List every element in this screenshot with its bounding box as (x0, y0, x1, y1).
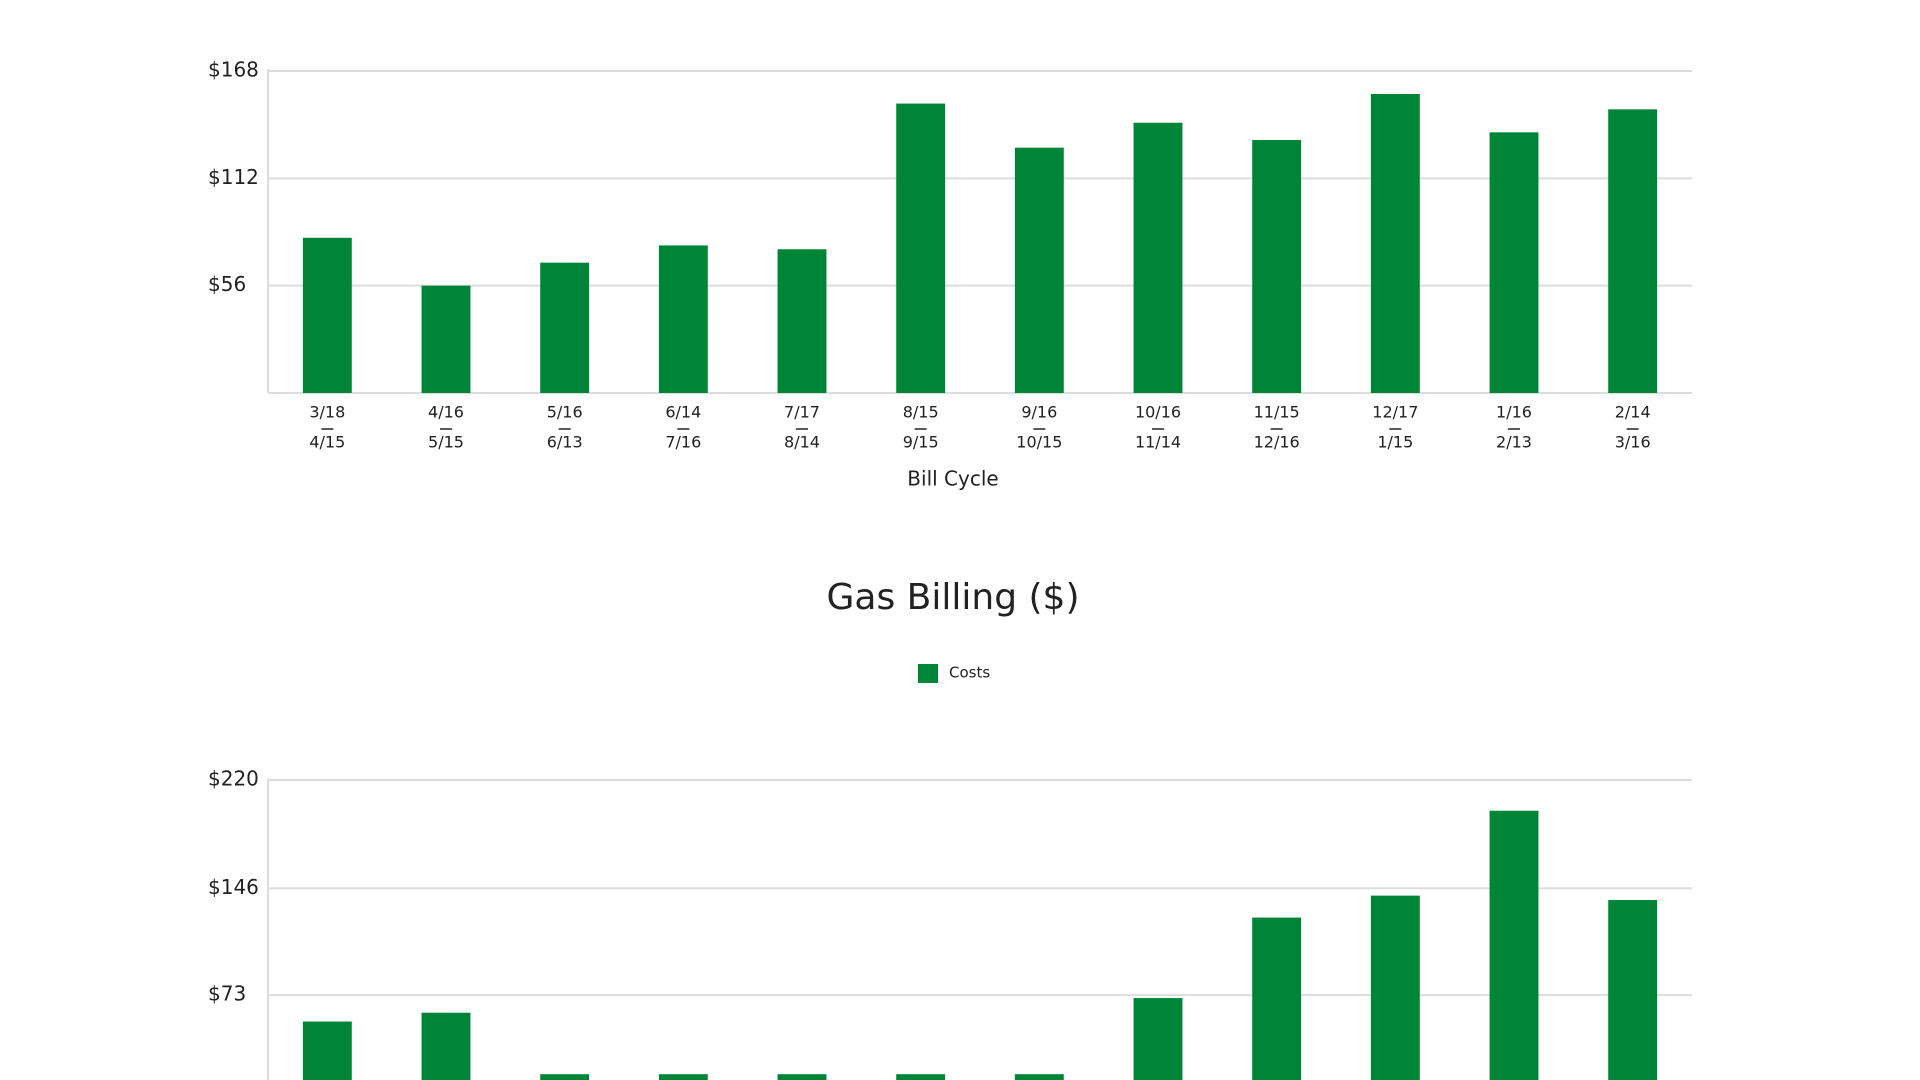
bar (421, 285, 471, 393)
bar (1608, 900, 1658, 1080)
x-tick-label: 8/14 (784, 433, 820, 452)
bar (421, 1012, 471, 1080)
x-tick-label: 8/15 (903, 403, 939, 422)
bar (777, 1074, 827, 1080)
x-tick-label: 9/16 (1021, 403, 1057, 422)
x-tick-label: 11/15 (1254, 403, 1300, 422)
bar (540, 1074, 590, 1080)
y-tick-label: $146 (208, 875, 259, 899)
x-tick-label: 4/16 (428, 403, 464, 422)
x-tick-label: 7/17 (784, 403, 820, 422)
bar (658, 245, 708, 393)
x-tick-label: 7/16 (665, 433, 701, 452)
x-tick-label: 5/15 (428, 433, 464, 452)
x-tick-label: 2/13 (1496, 433, 1532, 452)
x-tick-label: 2/14 (1615, 403, 1651, 422)
x-tick-label: 10/16 (1135, 403, 1181, 422)
bar (1133, 122, 1183, 393)
bar (1489, 132, 1539, 394)
x-axis-label: Bill Cycle (907, 467, 998, 491)
bar (540, 262, 590, 393)
x-tick-label: 1/15 (1377, 433, 1413, 452)
y-tick-label: $112 (208, 165, 259, 189)
x-tick-label: 1/16 (1496, 403, 1532, 422)
legend-swatch (918, 664, 938, 683)
bar (302, 1021, 352, 1080)
y-tick-label: $168 (208, 58, 259, 82)
bar (1489, 810, 1539, 1080)
x-tick-label: 5/16 (547, 403, 583, 422)
x-tick-label: 3/18 (309, 403, 345, 422)
bar (658, 1074, 708, 1080)
x-tick-label: 12/16 (1254, 433, 1300, 452)
bar (1608, 109, 1658, 393)
chart-title: Gas Billing ($) (827, 577, 1080, 618)
bar (777, 249, 827, 393)
legend-label: Costs (949, 664, 990, 682)
bar (1370, 94, 1420, 393)
x-tick-label: 6/13 (547, 433, 583, 452)
bar (302, 237, 352, 393)
y-tick-label: $220 (208, 767, 259, 791)
bar (1014, 147, 1064, 393)
y-tick-label: $56 (208, 272, 246, 296)
x-tick-label: 9/15 (903, 433, 939, 452)
x-tick-label: 4/15 (309, 433, 345, 452)
bar (1133, 998, 1183, 1080)
bar (1370, 895, 1420, 1080)
x-tick-label: 11/14 (1135, 433, 1181, 452)
bar (896, 103, 946, 393)
bar (1014, 1074, 1064, 1080)
y-tick-label: $73 (208, 982, 246, 1006)
x-tick-label: 10/15 (1016, 433, 1062, 452)
bar (896, 1074, 946, 1080)
x-tick-label: 3/16 (1615, 433, 1651, 452)
x-tick-label: 6/14 (665, 403, 701, 422)
bar (1252, 140, 1302, 393)
bar (1252, 917, 1302, 1080)
x-tick-label: 12/17 (1372, 403, 1418, 422)
